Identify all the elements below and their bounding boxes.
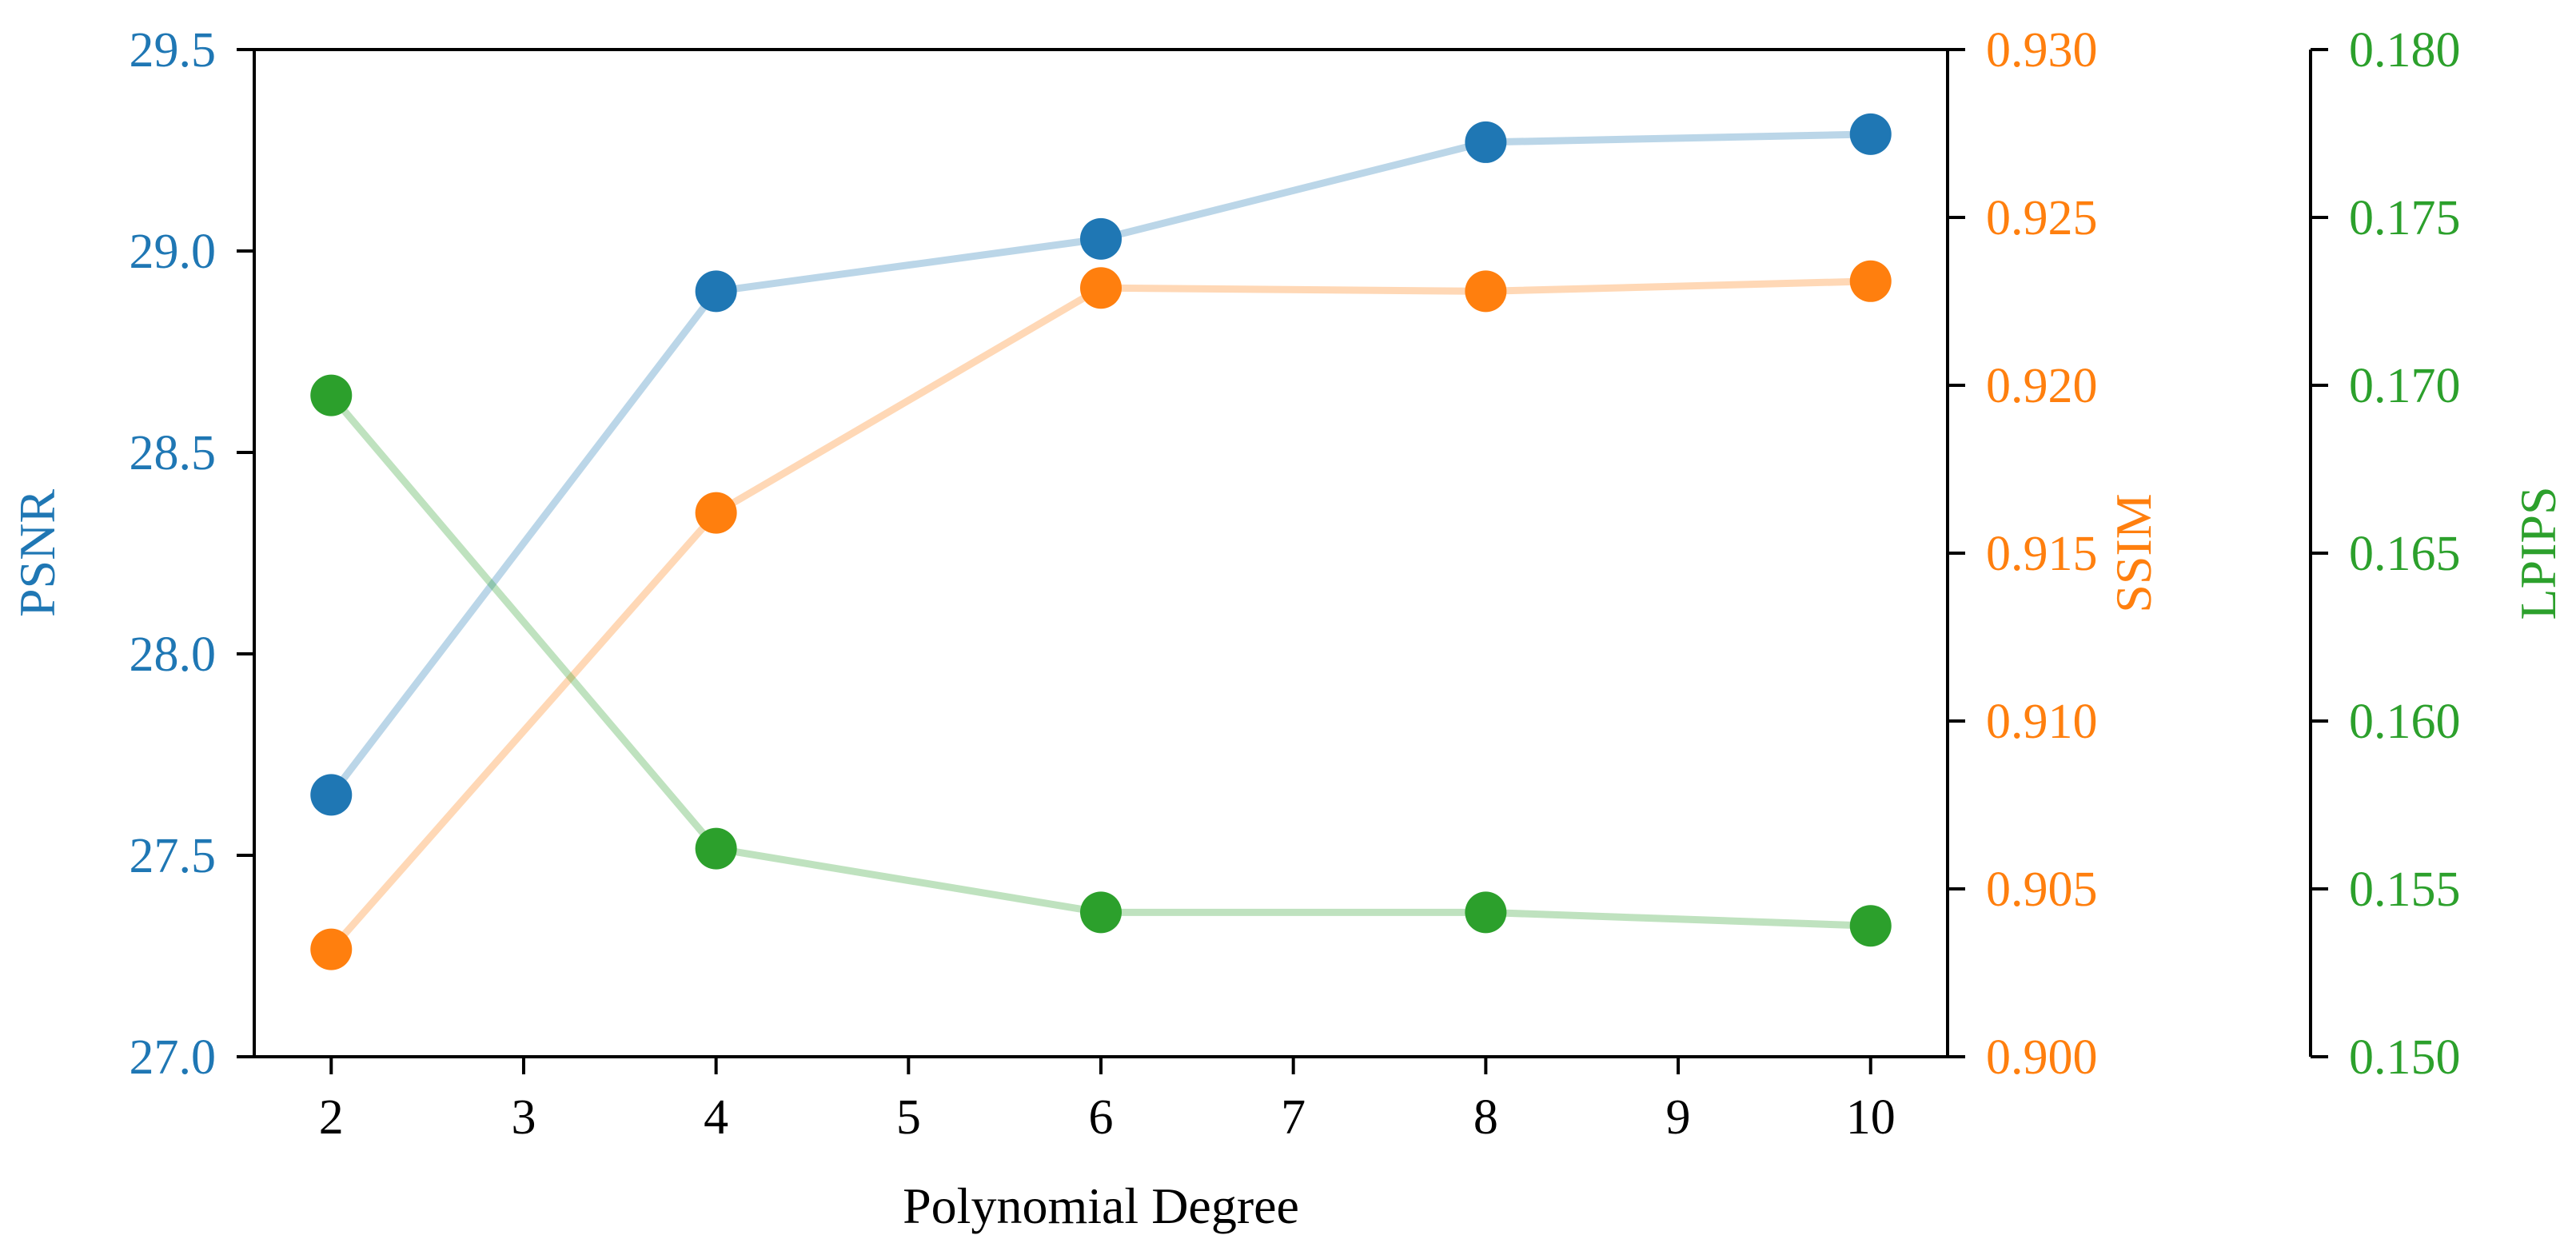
x-tick-label: 4 [704,1090,728,1145]
ssim-tick-label: 0.915 [1986,527,2098,581]
psnr-tick-label: 27.5 [130,829,217,883]
ssim-tick-label: 0.905 [1986,863,2098,917]
ssim-point [1080,267,1122,309]
psnr-point [310,774,353,816]
lpips-point [310,374,353,416]
lpips-tick-label: 0.155 [2349,863,2461,917]
lpips-tick-label: 0.165 [2349,527,2461,581]
psnr-point [1465,121,1507,163]
psnr-tick-label: 27.0 [130,1030,217,1085]
ssim-axis-label: SSIM [2105,493,2162,612]
psnr-tick-label: 28.5 [130,426,217,480]
x-tick-label: 9 [1666,1090,1691,1145]
x-axis-label: Polynomial Degree [903,1177,1299,1234]
ssim-tick-label: 0.920 [1986,359,2098,413]
x-tick-label: 6 [1089,1090,1114,1145]
lpips-point [1849,905,1892,947]
x-tick-label: 7 [1281,1090,1306,1145]
lpips-point [1080,891,1122,934]
x-tick-label: 8 [1473,1090,1498,1145]
x-tick-label: 3 [511,1090,536,1145]
x-tick-label: 2 [319,1090,344,1145]
psnr-tick-label: 29.0 [130,225,217,279]
lpips-point [695,827,737,870]
ssim-point [695,492,737,534]
ssim-point [310,928,353,970]
x-tick-label: 5 [896,1090,921,1145]
lpips-tick-label: 0.150 [2349,1030,2461,1085]
ssim-tick-label: 0.910 [1986,695,2098,749]
psnr-tick-label: 29.5 [130,23,217,78]
psnr-point [1080,217,1122,260]
lpips-tick-label: 0.180 [2349,23,2461,78]
ssim-tick-label: 0.900 [1986,1030,2098,1085]
x-tick-label: 10 [1846,1090,1896,1145]
psnr-axis-label: PSNR [9,489,66,617]
lpips-tick-label: 0.160 [2349,695,2461,749]
ssim-line [327,277,1875,954]
ssim-point [1849,260,1892,302]
lpips-line [327,392,1875,930]
lpips-tick-label: 0.175 [2349,191,2461,245]
ssim-tick-label: 0.925 [1986,191,2098,245]
psnr-point [695,270,737,313]
psnr-point [1849,113,1892,155]
ssim-tick-label: 0.930 [1986,23,2098,78]
psnr-tick-label: 28.0 [130,627,217,682]
ssim-point [1465,270,1507,313]
lpips-axis-label: LPIPS [2510,486,2566,620]
axis-labels: 2 3 4 5 6 7 8 9 10 Polynomial Degree 27.0 27.5 28.0 2… [9,23,2566,1234]
series-points [310,113,1892,970]
lpips-tick-label: 0.170 [2349,359,2461,413]
lpips-point [1465,891,1507,934]
axes [237,48,2328,1074]
